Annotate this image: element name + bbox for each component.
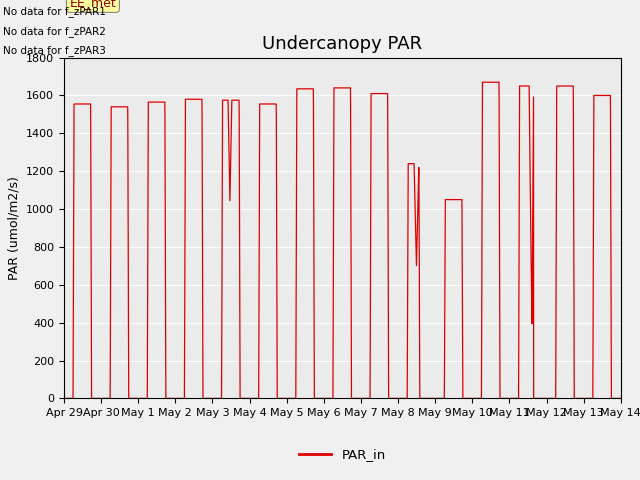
Text: No data for f_zPAR2: No data for f_zPAR2 — [3, 25, 106, 36]
Y-axis label: PAR (umol/m2/s): PAR (umol/m2/s) — [8, 176, 20, 280]
Text: No data for f_zPAR1: No data for f_zPAR1 — [3, 6, 106, 17]
Text: EE_met: EE_met — [70, 0, 116, 9]
Title: Undercanopy PAR: Undercanopy PAR — [262, 35, 422, 53]
Text: No data for f_zPAR3: No data for f_zPAR3 — [3, 45, 106, 56]
Legend: PAR_in: PAR_in — [293, 443, 392, 467]
